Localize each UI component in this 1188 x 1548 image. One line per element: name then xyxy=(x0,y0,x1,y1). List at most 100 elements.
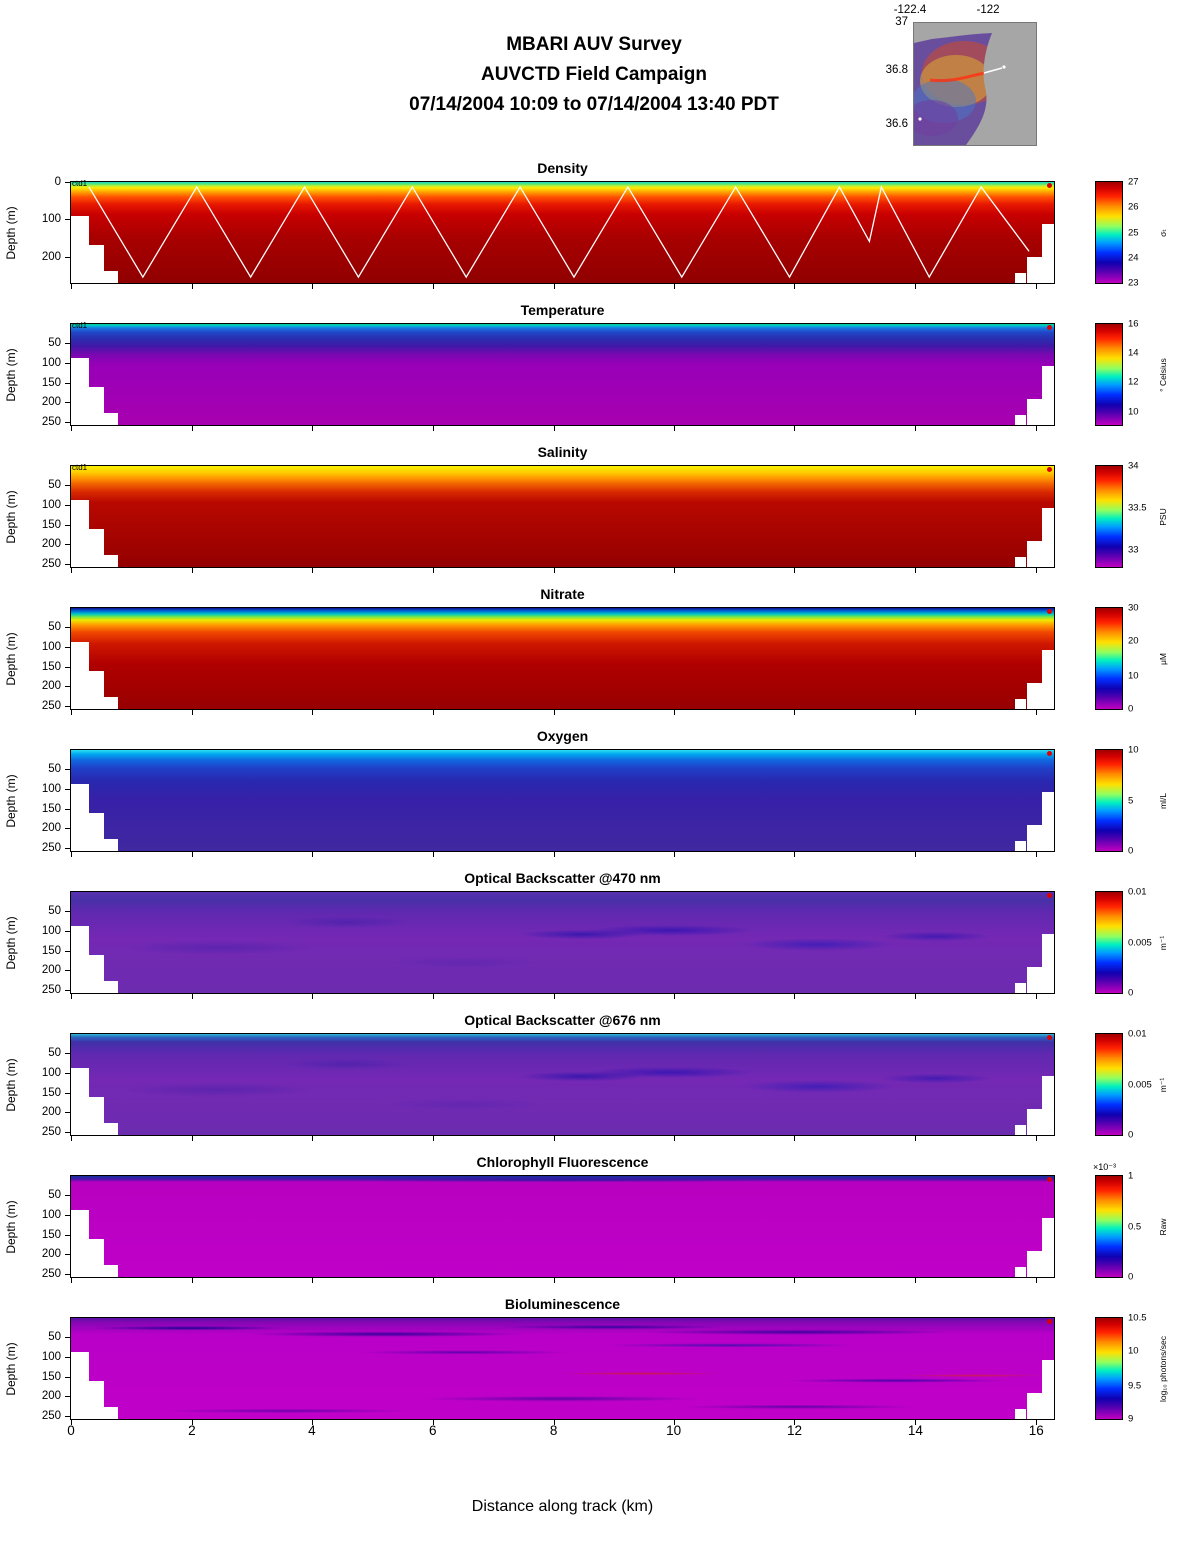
depth-tick-label: 200 xyxy=(41,396,61,409)
colorbar-tick-label: 10 xyxy=(1128,1345,1139,1357)
distance-tick-label: 16 xyxy=(1028,1423,1044,1438)
distance-tick-mark xyxy=(915,1136,917,1141)
depth-tick-label: 250 xyxy=(41,699,61,712)
panel-title: Oxygen xyxy=(536,728,589,744)
distance-tick-mark xyxy=(432,1420,434,1425)
colorbar xyxy=(1095,181,1123,284)
no-data-mask xyxy=(1026,1108,1043,1135)
panel: Density Depth (m) 0 100 200 ctd1 27 26 25 24 2… xyxy=(0,160,1188,302)
auv-track-line xyxy=(88,185,1030,279)
panel: Optical Backscatter @470 nm Depth (m) 50… xyxy=(0,870,1188,1012)
no-data-mask xyxy=(104,1406,119,1419)
depth-tick-label: 250 xyxy=(41,841,61,854)
depth-tick-label: 200 xyxy=(41,822,61,835)
distance-tick-mark xyxy=(915,994,917,999)
no-data-mask xyxy=(88,1096,105,1135)
distance-tick-mark xyxy=(1036,284,1038,289)
depth-tick-mark xyxy=(65,808,70,810)
heatmap xyxy=(71,892,1054,993)
distance-tick-mark xyxy=(553,284,555,289)
depth-tick-label: 0 xyxy=(54,176,61,189)
colorbar-unit: σₜ xyxy=(1158,228,1168,237)
depth-tick-mark xyxy=(65,686,70,688)
no-data-mask xyxy=(1026,682,1043,709)
depth-tick-mark xyxy=(65,910,70,912)
panel-title: Salinity xyxy=(537,444,588,460)
panel-title: Density xyxy=(537,160,588,176)
colorbar-tick-label: 14 xyxy=(1128,347,1139,359)
distance-tick-mark xyxy=(553,1278,555,1283)
title-line-2: AUVCTD Field Campaign xyxy=(481,64,707,85)
colorbar-unit: μM xyxy=(1158,652,1168,665)
distance-tick-mark xyxy=(432,1278,434,1283)
distance-tick-mark xyxy=(1036,1420,1038,1425)
plot-area: ctd1 xyxy=(70,321,1055,431)
x-axis-title: Distance along track (km) xyxy=(471,1498,654,1515)
no-data-mask xyxy=(1042,650,1054,709)
no-data-mask xyxy=(1042,1360,1054,1419)
figure-title: MBARI AUV Survey AUVCTD Field Campaign 0… xyxy=(0,30,1188,120)
no-data-mask xyxy=(1014,556,1027,567)
depth-tick-mark xyxy=(65,402,70,404)
distance-tick-mark xyxy=(432,1136,434,1141)
track-end-marker xyxy=(1047,325,1052,330)
distance-tick-mark xyxy=(311,710,313,715)
distance-tick-mark xyxy=(71,1420,72,1425)
distance-tick-label: 4 xyxy=(308,1423,316,1438)
panel-title: Optical Backscatter @676 nm xyxy=(464,1012,661,1028)
distance-tick-mark xyxy=(191,1136,193,1141)
distance-tick-mark xyxy=(673,568,675,573)
no-data-mask xyxy=(1014,840,1027,851)
distance-tick-mark xyxy=(794,1278,796,1283)
depth-tick-mark xyxy=(65,382,70,384)
no-data-mask xyxy=(104,412,119,425)
colorbar-tick-label: 33.5 xyxy=(1128,502,1147,514)
depth-tick-label: 100 xyxy=(41,356,61,369)
distance-tick-mark xyxy=(1036,852,1038,857)
distance-tick-mark xyxy=(673,1278,675,1283)
distance-tick-mark xyxy=(794,1136,796,1141)
title-line-3: 07/14/2004 10:09 to 07/14/2004 13:40 PDT xyxy=(409,94,779,115)
distance-tick-mark xyxy=(794,568,796,573)
panel-title: Optical Backscatter @470 nm xyxy=(464,870,661,886)
colorbar-tick-label: 5 xyxy=(1128,795,1134,806)
colorbar-tick-label: 10.5 xyxy=(1128,1312,1147,1324)
colorbar-tick-label: 10 xyxy=(1128,670,1139,682)
colorbar-tick-label: 9 xyxy=(1128,1413,1134,1425)
depth-tick-label: 150 xyxy=(41,802,61,815)
map-longitude-tick-1: -122.4 xyxy=(893,4,927,16)
distance-tick-mark xyxy=(673,710,675,715)
depth-tick-label: 100 xyxy=(41,213,61,226)
distance-tick-mark xyxy=(794,426,796,431)
distance-tick-mark xyxy=(673,426,675,431)
no-data-mask xyxy=(88,1380,105,1419)
distance-tick-mark xyxy=(553,1136,555,1141)
colorbar-tick-label: 10 xyxy=(1128,406,1139,418)
colorbar-ticks: 0.01 0.005 0 xyxy=(1128,887,1162,999)
no-data-mask xyxy=(104,838,119,851)
panel-body: Depth (m) 50 100 150 200 250 ctd1 16 14 12 10 °… xyxy=(0,319,1188,431)
depth-axis-label: Depth (m) xyxy=(4,915,18,970)
colorbar-ticks: 30 20 10 0 xyxy=(1128,603,1162,715)
depth-tick-mark xyxy=(65,1254,70,1256)
colorbar-tick-label: 34 xyxy=(1128,460,1139,472)
depth-axis: Depth (m) 50 100 150 200 250 xyxy=(0,1033,70,1138)
panel: Nitrate Depth (m) 50 100 150 200 250 30 20 10 0… xyxy=(0,586,1188,728)
distance-tick-label: 8 xyxy=(549,1423,558,1438)
colorbar-scale: ×10⁻³ xyxy=(1093,1162,1117,1172)
depth-axis: Depth (m) 50 100 150 200 250 xyxy=(0,607,70,712)
no-data-mask xyxy=(71,784,89,851)
no-data-mask xyxy=(1042,1076,1054,1135)
plot-area: ctd1 xyxy=(70,463,1055,573)
no-data-mask xyxy=(1026,398,1043,425)
distance-tick-mark xyxy=(915,852,917,857)
depth-tick-mark xyxy=(65,930,70,932)
panel-body: Depth (m) 50 100 150 200 250 1 0.5 0 Raw ×10⁻³ xyxy=(0,1162,1188,1283)
plot-area xyxy=(70,1033,1055,1141)
depth-tick-label: 100 xyxy=(41,1350,61,1363)
depth-tick-label: 50 xyxy=(48,1330,61,1343)
distance-tick-mark xyxy=(311,1420,313,1425)
heatmap xyxy=(71,1318,1054,1419)
colorbar-tick-label: 16 xyxy=(1128,318,1139,330)
track-end-marker xyxy=(1047,1035,1052,1040)
